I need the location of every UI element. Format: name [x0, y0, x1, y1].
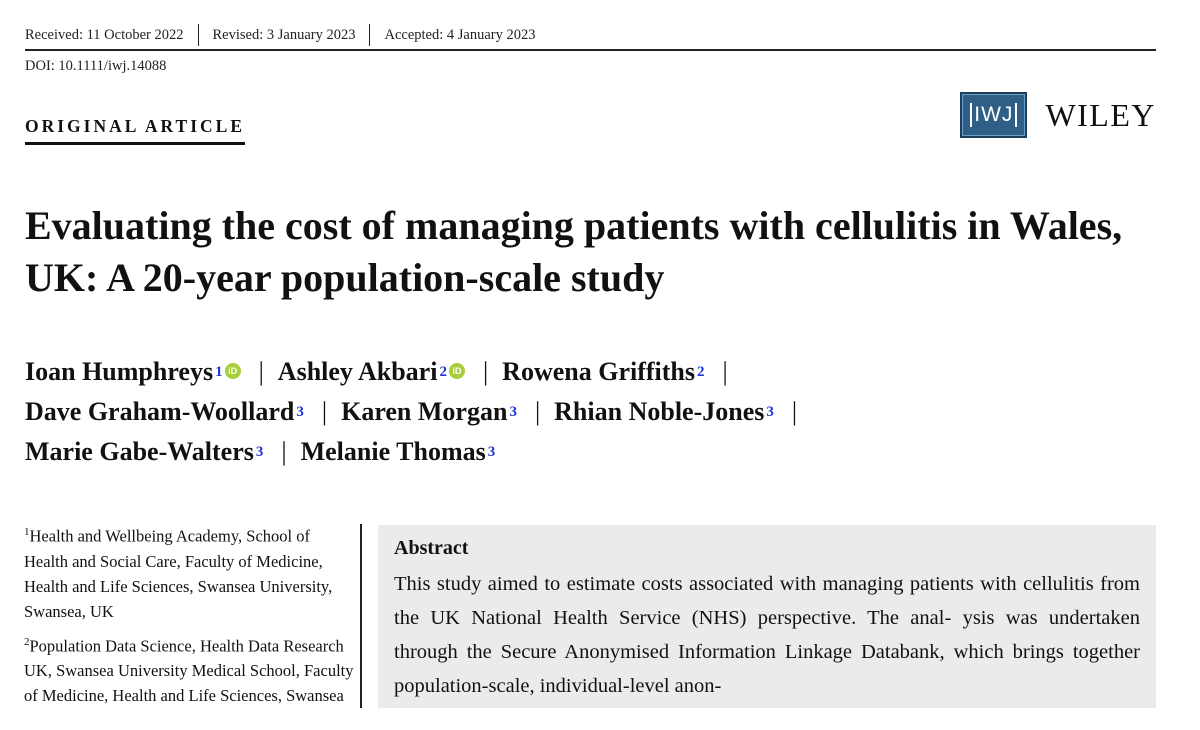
revised-date: Revised: 3 January 2023: [199, 24, 371, 46]
author-name: Karen Morgan: [341, 397, 508, 426]
orcid-icon[interactable]: iD: [224, 363, 241, 380]
author-separator: |: [534, 397, 541, 426]
article-title: Evaluating the cost of managing patients…: [25, 203, 1123, 300]
author[interactable]: Ioan Humphreys 1 iD: [25, 357, 241, 386]
author-name: Ioan Humphreys: [25, 357, 214, 386]
doi[interactable]: DOI: 10.1111/iwj.14088: [25, 58, 167, 74]
author-name: Dave Graham-Woollard: [25, 397, 295, 426]
abstract-heading: Abstract: [394, 537, 469, 559]
author[interactable]: Rowena Griffiths 2: [502, 357, 704, 386]
author[interactable]: Marie Gabe-Walters 3: [25, 437, 263, 466]
author[interactable]: Dave Graham-Woollard 3: [25, 397, 304, 426]
author[interactable]: Ashley Akbari 2 iD: [278, 357, 465, 386]
accepted-date: Accepted: 4 January 2023: [384, 27, 536, 43]
author-separator: |: [281, 437, 287, 466]
affiliation-marker[interactable]: 2: [697, 364, 705, 380]
affiliation-marker[interactable]: 3: [255, 444, 264, 460]
article-type-label: ORIGINAL ARTICLE: [25, 116, 246, 145]
received-date: Received: 11 October 2022: [25, 24, 199, 46]
header-rule: [25, 49, 1156, 51]
affiliation-text: Health and Wellbeing Academy, School of …: [24, 526, 333, 621]
author-name: Marie Gabe-Walters: [25, 437, 254, 466]
author-name: Melanie Thomas: [300, 437, 486, 466]
author-separator: |: [321, 397, 328, 426]
publication-dates: Received: 11 October 2022 Revised: 3 Jan…: [25, 24, 549, 46]
affiliation: 1Health and Wellbeing Academy, School of…: [24, 520, 354, 624]
author-separator: |: [482, 357, 489, 386]
journal-logo[interactable]: IWJ: [960, 92, 1028, 138]
affiliation-text: Population Data Science, Health Data Res…: [24, 636, 354, 705]
affiliation-marker[interactable]: 3: [509, 404, 517, 420]
author-name: Ashley Akbari: [277, 357, 438, 386]
publisher-logo[interactable]: WILEY: [1045, 96, 1156, 133]
abstract-text: This study aimed to estimate costs assoc…: [394, 573, 1140, 697]
affiliation-marker[interactable]: 3: [487, 444, 496, 460]
affiliation-marker[interactable]: 3: [766, 404, 774, 420]
author[interactable]: Rhian Noble-Jones 3: [554, 397, 774, 426]
affiliation-marker[interactable]: 2: [439, 364, 447, 380]
author-name: Rhian Noble-Jones: [554, 397, 765, 426]
author[interactable]: Melanie Thomas 3: [301, 437, 496, 466]
author-name: Rowena Griffiths: [502, 357, 695, 386]
author-list: Ioan Humphreys 1 iD | Ashley Akbari 2 iD | Rowen…: [25, 352, 1155, 472]
orcid-icon[interactable]: iD: [448, 363, 465, 380]
author-separator: |: [258, 357, 264, 386]
column-divider: [360, 524, 362, 708]
author[interactable]: Karen Morgan 3: [341, 397, 517, 426]
affiliation-number: 2: [24, 635, 30, 648]
author-separator: |: [791, 397, 798, 426]
author-separator: |: [722, 357, 728, 386]
journal-logo-text: IWJ: [974, 103, 1014, 126]
affiliation: 2Population Data Science, Health Data Re…: [24, 630, 354, 709]
affiliation-number: 1: [24, 526, 30, 538]
abstract-box: Abstract This study aimed to estimate co…: [378, 525, 1156, 708]
affiliations: 1Health and Wellbeing Academy, School of…: [24, 520, 354, 708]
publisher-brand: IWJ WILEY: [960, 92, 1156, 138]
affiliation-marker[interactable]: 1: [215, 364, 223, 380]
affiliation-marker[interactable]: 3: [296, 404, 304, 420]
